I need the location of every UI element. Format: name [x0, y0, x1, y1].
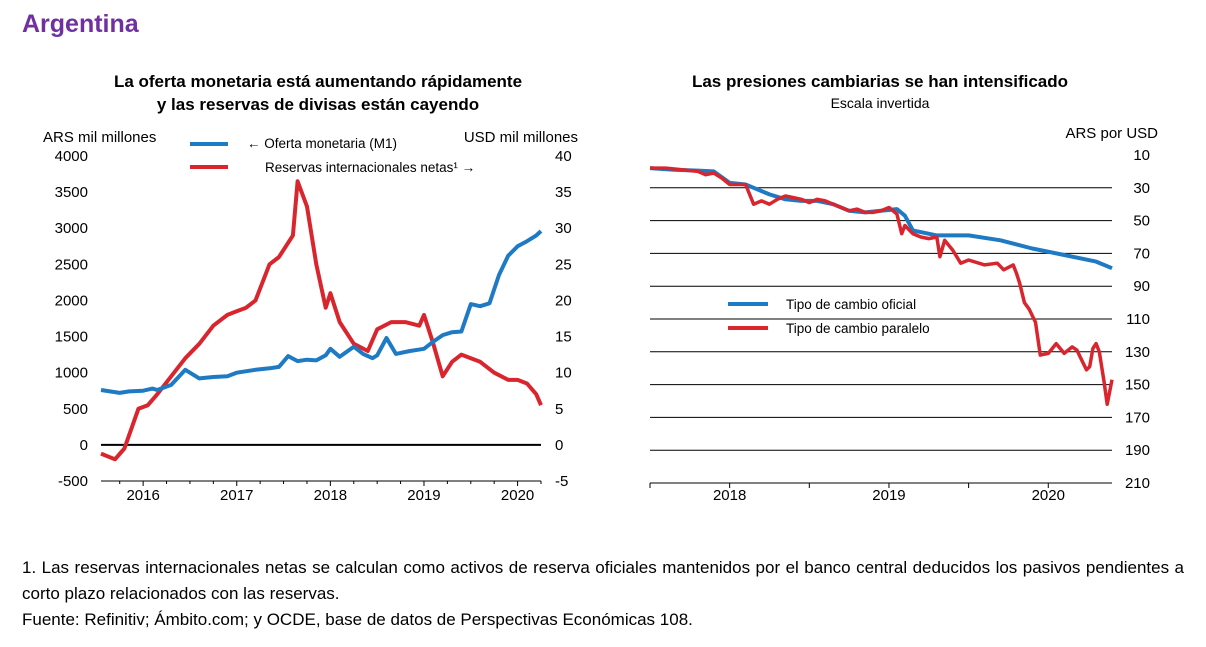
- y-tick-label: 90: [1133, 278, 1150, 295]
- left-chart-title-line2: y las reservas de divisas están cayendo: [157, 95, 479, 114]
- left-y-tick-label: -500: [58, 473, 88, 490]
- y-tick-label: 50: [1133, 213, 1150, 230]
- x-tick-label: 2016: [126, 487, 159, 504]
- right-y-axis-label: ARS por USD: [1065, 125, 1158, 142]
- y-tick-label: 130: [1125, 344, 1150, 361]
- right-y-tick-label: 0: [555, 437, 563, 454]
- y-tick-label: 30: [1133, 180, 1150, 197]
- right-y-tick-label: 25: [555, 256, 572, 273]
- x-tick-label: 2017: [220, 487, 253, 504]
- right-y-tick-label: 20: [555, 292, 572, 309]
- legend-label-m1: ← Oferta monetaria (M1): [247, 136, 397, 151]
- right-y-tick-label: 15: [555, 329, 572, 346]
- x-tick-label: 2019: [872, 487, 905, 504]
- y-tick-label: 70: [1133, 245, 1150, 262]
- left-y-tick-label: 1000: [55, 365, 88, 382]
- left-y-tick-label: 2000: [55, 292, 88, 309]
- y-tick-label: 190: [1125, 442, 1150, 459]
- x-tick-label: 2020: [1032, 487, 1065, 504]
- left-y-tick-label: 3500: [55, 184, 88, 201]
- x-tick-label: 2018: [314, 487, 347, 504]
- left-y-tick-label: 2500: [55, 256, 88, 273]
- right-y-tick-label: 35: [555, 184, 572, 201]
- x-tick-label: 2020: [501, 487, 534, 504]
- footnote: 1. Las reservas internacionales netas se…: [22, 558, 1184, 603]
- y-tick-label: 170: [1125, 409, 1150, 426]
- legend-label-parallel: Tipo de cambio paralelo: [786, 321, 930, 336]
- left-y-tick-label: 0: [80, 437, 88, 454]
- parallel-rate-line: [650, 166, 1114, 407]
- y-tick-label: 110: [1126, 311, 1150, 328]
- x-tick-label: 2018: [713, 487, 746, 504]
- source-note: Fuente: Refinitiv; Ámbito.com; y OCDE, b…: [22, 610, 693, 629]
- right-chart-title: Las presiones cambiarias se han intensif…: [692, 72, 1068, 91]
- right-y-tick-label: 10: [555, 365, 572, 382]
- country-heading: Argentina: [22, 10, 139, 38]
- right-plot-area: 10 30 50 70 90 110 130 150 170 190 210 2018 2019 2020: [649, 147, 1150, 504]
- y-tick-label: 10: [1133, 147, 1150, 164]
- x-tick-label: 2019: [407, 487, 440, 504]
- right-chart-subtitle: Escala invertida: [831, 95, 930, 111]
- y-tick-label: 210: [1125, 475, 1150, 492]
- right-y-tick-label: -5: [555, 473, 568, 490]
- left-y-tick-label: 1500: [55, 329, 88, 346]
- left-y-tick-label: 500: [63, 401, 88, 418]
- left-chart-title-line1: La oferta monetaria está aumentando rápi…: [114, 72, 522, 91]
- reserves-series-line: [100, 179, 543, 462]
- notes-block: 1. Las reservas internacionales netas se…: [22, 555, 1184, 633]
- m1-series-line: [100, 229, 543, 395]
- left-legend: ← Oferta monetaria (M1) Reservas interna…: [190, 136, 475, 175]
- y-tick-label: 150: [1125, 377, 1150, 394]
- left-y-tick-label: 4000: [55, 148, 88, 165]
- left-y-axis-label: ARS mil millones: [43, 129, 156, 146]
- right-y-tick-label: 5: [555, 401, 563, 418]
- right-y-tick-label: 30: [555, 220, 572, 237]
- left-right-y-axis-label: USD mil millones: [464, 129, 578, 146]
- legend-label-official: Tipo de cambio oficial: [786, 297, 916, 312]
- right-legend: Tipo de cambio oficial Tipo de cambio pa…: [728, 297, 930, 336]
- legend-label-reserves: Reservas internacionales netas¹ →: [265, 160, 475, 175]
- right-y-tick-label: 40: [555, 148, 572, 165]
- left-y-tick-label: 3000: [55, 220, 88, 237]
